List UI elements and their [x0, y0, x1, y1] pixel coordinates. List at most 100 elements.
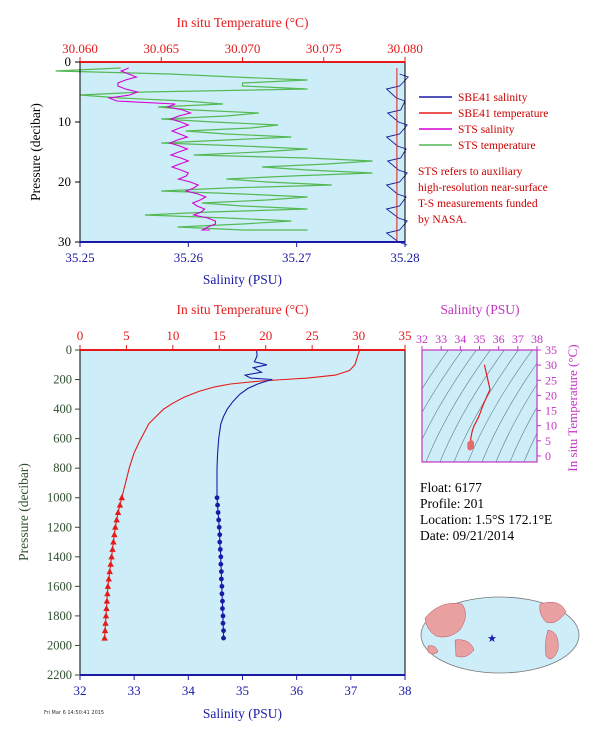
ts-right-tick-label: 0: [545, 449, 551, 463]
temperature-marker: [109, 545, 116, 552]
footer-stamp: Fri Mar 6 14:50:41 2015: [44, 710, 105, 716]
world-map: ★: [420, 596, 580, 674]
sts-note-line-4: by NASA.: [418, 214, 467, 226]
ts-right-axis-title: In situ Temperature (°C): [565, 344, 580, 471]
profile-y-tick-label: 1200: [47, 520, 72, 534]
temperature-marker: [104, 590, 111, 597]
profile-y-tick-label: 2200: [47, 668, 72, 682]
profile-y-tick-label: 800: [53, 461, 72, 475]
ts-right-tick-label: 35: [545, 343, 557, 357]
temperature-marker: [114, 509, 122, 515]
profile-bottom-tick-label: 34: [182, 683, 196, 698]
sts-note-line-1: STS refers to auxiliary: [418, 166, 523, 178]
near-surface-y-tick-label: 0: [65, 54, 72, 69]
sbe41-salinity-line: [385, 73, 410, 246]
salinity-marker: [220, 598, 225, 604]
legend-label-3: STS temperature: [458, 140, 536, 152]
profile-bottom-tick-label: 37: [344, 683, 358, 698]
near-surface-top-tick-label: 30.075: [306, 41, 342, 56]
ts-density-contour: [425, 350, 491, 462]
ts-top-tick-label: 34: [454, 332, 466, 346]
profile-top-axis-title: In situ Temperature (°C): [176, 302, 308, 317]
legend-label-1: SBE41 temperature: [458, 108, 548, 120]
profile-y-tick-label: 1800: [47, 609, 72, 623]
location: Location: 1.5°S 172.1°E: [420, 512, 553, 527]
salinity-marker: [219, 583, 225, 589]
temperature-marker: [106, 568, 113, 575]
salinity-marker: [216, 524, 222, 530]
salinity-marker: [221, 635, 226, 641]
profile-y-tick-label: 1600: [47, 579, 72, 593]
profile-number: Profile: 201: [420, 496, 485, 511]
salinity-marker: [215, 510, 221, 515]
temperature-marker: [113, 516, 120, 523]
salinity-marker: [220, 613, 226, 619]
near-surface-bottom-tick-label: 35.26: [174, 250, 204, 265]
profile-bottom-tick-label: 36: [290, 683, 304, 698]
temperature-marker: [102, 612, 110, 619]
salinity-marker: [219, 591, 225, 597]
near-surface-y-tick-label: 30: [58, 234, 71, 249]
temperature-marker: [101, 634, 108, 641]
sts-temperature-line: [55, 67, 373, 231]
ts-right-tick-label: 30: [545, 358, 557, 372]
temperature-marker: [101, 627, 109, 634]
world-map-land-america-north: [539, 602, 567, 624]
temperature-marker: [107, 560, 114, 567]
near-surface-y-axis-title: Pressure (decibar): [28, 103, 43, 201]
salinity-marker: [217, 532, 223, 538]
float-info: Float: 6177 Profile: 201 Location: 1.5°S…: [420, 480, 552, 544]
sts-note-line-2: high-resolution near-surface: [418, 182, 548, 194]
profile-bottom-tick-label: 32: [74, 683, 87, 698]
ts-right-tick-label: 15: [545, 404, 557, 418]
ts-top-tick-label: 35: [474, 332, 486, 346]
profile-bottom-tick-label: 35: [236, 683, 249, 698]
ts-top-tick-label: 32: [416, 332, 428, 346]
legend-label-2: STS salinity: [458, 124, 515, 136]
float-id: Float: 6177: [420, 480, 482, 495]
salinity-marker: [218, 561, 224, 567]
ts-top-axis-title: Salinity (PSU): [440, 302, 519, 317]
profile-top-tick-label: 15: [213, 328, 226, 343]
near-surface-plot-area: [80, 62, 405, 242]
ts-right-tick-label: 25: [545, 373, 557, 387]
salinity-marker: [221, 628, 226, 634]
sts-note-line-3: T-S measurements funded: [418, 198, 538, 210]
profile-y-tick-label: 1400: [47, 550, 72, 564]
profile-y-tick-label: 400: [53, 402, 72, 416]
ts-density-contour: [495, 383, 537, 462]
near-surface-bottom-axis-title: Salinity (PSU): [203, 272, 282, 287]
world-map-land-australia: [454, 639, 475, 658]
profile-top-tick-label: 30: [352, 328, 365, 343]
salinity-marker: [220, 620, 226, 626]
profile-top-tick-label: 5: [123, 328, 130, 343]
profile-top-tick-label: 0: [77, 328, 84, 343]
ts-top-tick-label: 36: [493, 332, 505, 346]
ts-density-contour: [439, 350, 505, 462]
ts-density-contour: [422, 350, 449, 390]
profile-top-tick-label: 20: [259, 328, 272, 343]
float-location-star-icon: ★: [487, 632, 497, 645]
ts-density-contour: [523, 432, 537, 462]
temperature-marker: [103, 597, 111, 604]
profile-bottom-tick-label: 38: [399, 683, 412, 698]
profile-y-tick-label: 600: [53, 432, 72, 446]
profile-y-tick-label: 0: [66, 343, 72, 357]
near-surface-bottom-tick-label: 35.27: [282, 250, 312, 265]
near-surface-top-tick-label: 30.080: [387, 41, 423, 56]
ts-density-contour: [467, 350, 533, 462]
salinity-marker: [216, 517, 222, 523]
temperature-marker: [111, 531, 118, 538]
near-surface-top-axis-title: In situ Temperature (°C): [176, 15, 308, 30]
temperature-marker: [116, 501, 124, 508]
temperature-marker: [103, 605, 110, 612]
ts-top-tick-label: 38: [531, 332, 543, 346]
profile-top-tick-label: 10: [166, 328, 179, 343]
profile-y-tick-label: 2000: [47, 638, 72, 652]
near-surface-bottom-tick-label: 35.25: [65, 250, 94, 265]
temperature-marker: [112, 523, 119, 530]
near-surface-y-tick-label: 10: [58, 114, 71, 129]
near-surface-bottom-tick-label: 35.28: [390, 250, 419, 265]
ts-right-tick-label: 10: [545, 419, 557, 433]
